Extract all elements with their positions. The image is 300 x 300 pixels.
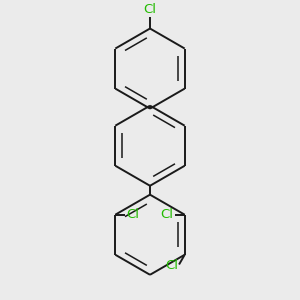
Text: Cl: Cl bbox=[160, 208, 174, 221]
Text: Cl: Cl bbox=[143, 3, 157, 16]
Text: Cl: Cl bbox=[165, 259, 178, 272]
Text: Cl: Cl bbox=[126, 208, 140, 221]
